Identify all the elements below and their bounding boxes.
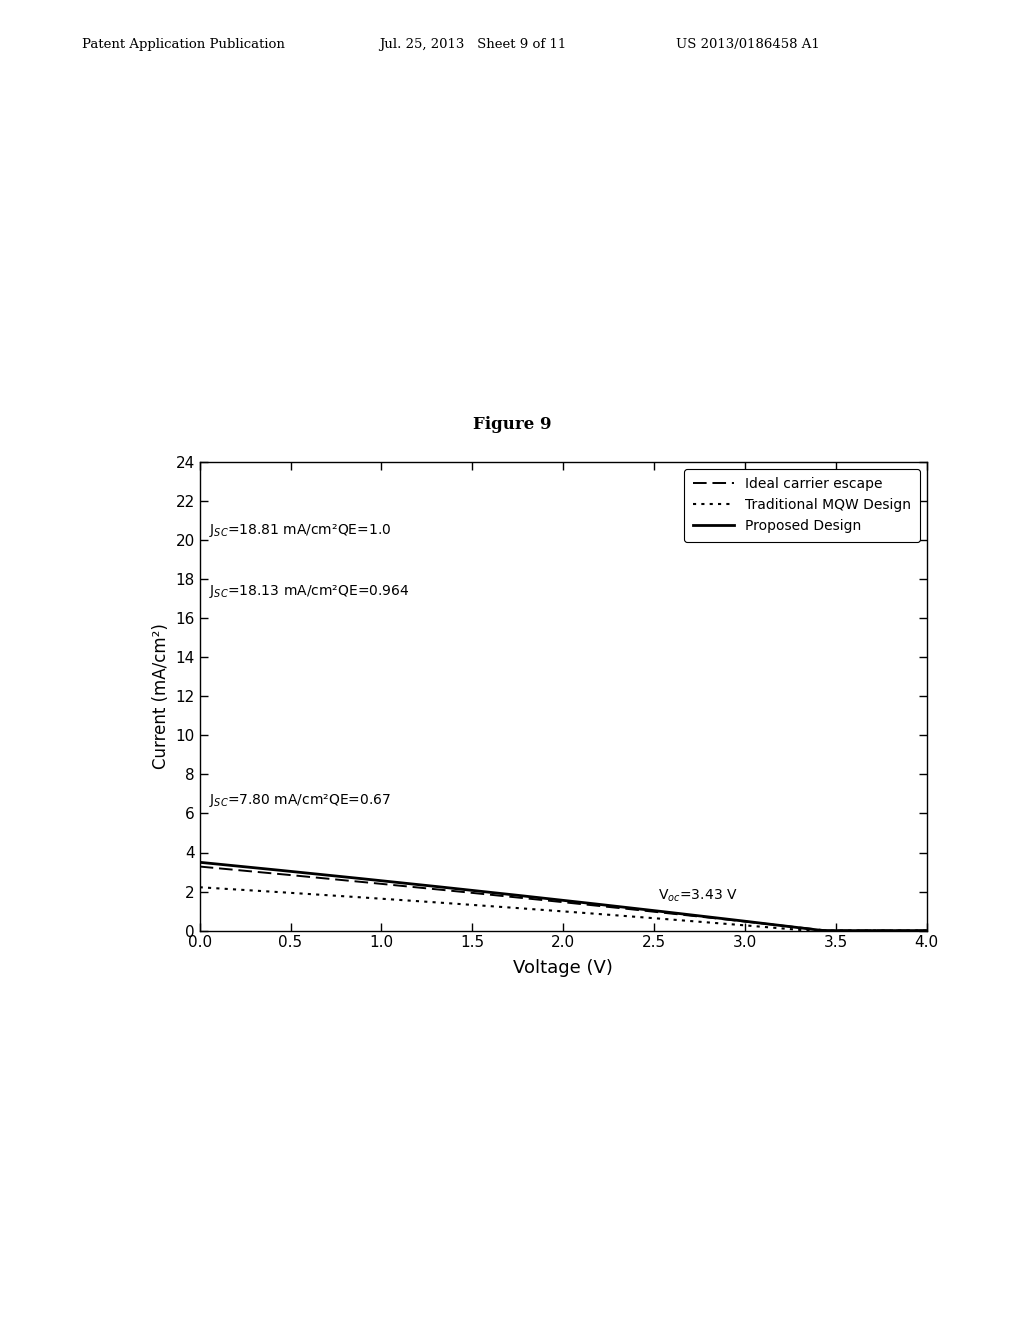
- X-axis label: Voltage (V): Voltage (V): [513, 958, 613, 977]
- Text: V$_{oc}$=3.43 V: V$_{oc}$=3.43 V: [657, 887, 737, 904]
- Y-axis label: Current (mA/cm²): Current (mA/cm²): [152, 623, 170, 770]
- Text: J$_{SC}$=18.81 mA/cm²QE=1.0: J$_{SC}$=18.81 mA/cm²QE=1.0: [209, 523, 391, 540]
- Text: US 2013/0186458 A1: US 2013/0186458 A1: [676, 37, 819, 50]
- Legend: Ideal carrier escape, Traditional MQW Design, Proposed Design: Ideal carrier escape, Traditional MQW De…: [684, 469, 920, 541]
- Text: Figure 9: Figure 9: [473, 416, 551, 433]
- Text: Jul. 25, 2013   Sheet 9 of 11: Jul. 25, 2013 Sheet 9 of 11: [379, 37, 566, 50]
- Text: Patent Application Publication: Patent Application Publication: [82, 37, 285, 50]
- Text: J$_{SC}$=7.80 mA/cm²QE=0.67: J$_{SC}$=7.80 mA/cm²QE=0.67: [209, 792, 391, 809]
- Text: J$_{SC}$=18.13 mA/cm²QE=0.964: J$_{SC}$=18.13 mA/cm²QE=0.964: [209, 582, 410, 599]
